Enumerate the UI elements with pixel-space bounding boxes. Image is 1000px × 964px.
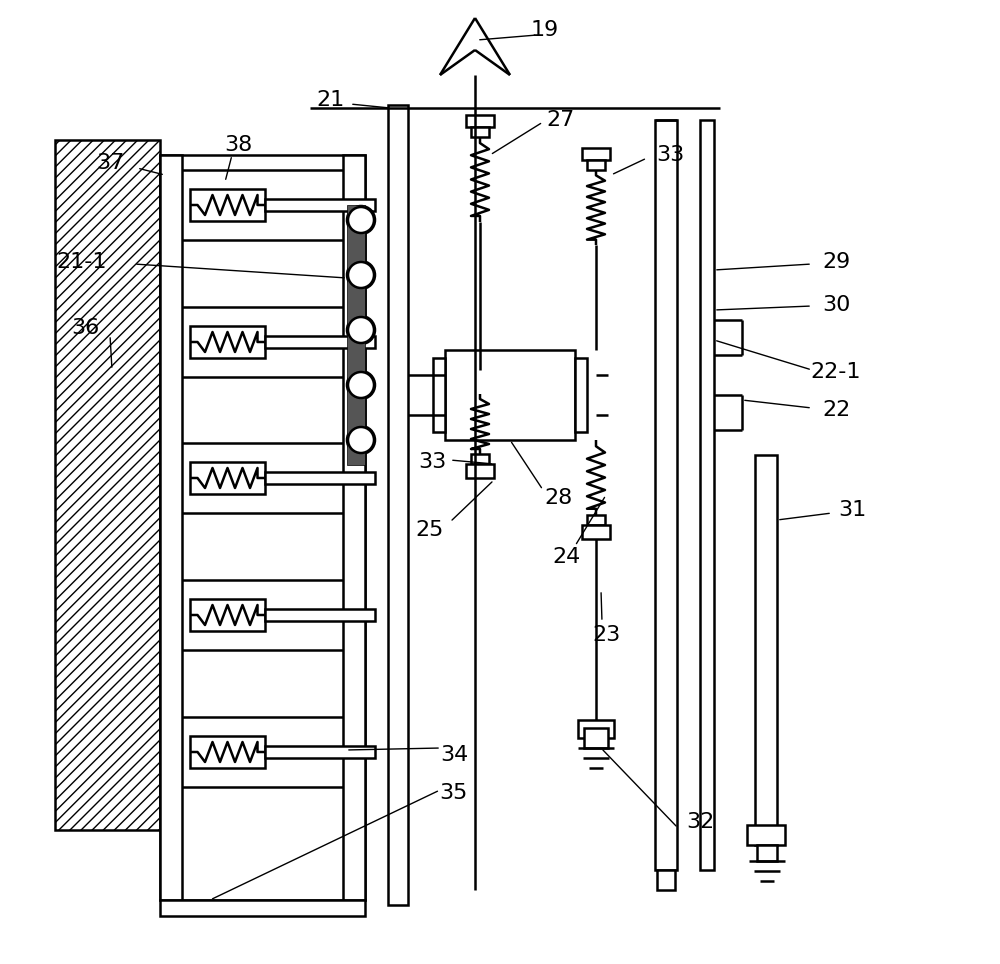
Bar	[757, 845, 777, 861]
Bar	[575, 358, 587, 432]
Text: 38: 38	[224, 135, 252, 155]
Text: 33: 33	[656, 145, 684, 165]
Bar	[587, 515, 605, 525]
Circle shape	[348, 207, 374, 233]
Circle shape	[347, 261, 375, 289]
Bar	[190, 462, 265, 494]
Bar	[190, 599, 265, 631]
Bar	[160, 155, 182, 900]
Text: 34: 34	[440, 745, 468, 765]
Bar	[265, 609, 375, 621]
Circle shape	[347, 206, 375, 234]
Bar	[466, 464, 494, 478]
Text: 36: 36	[71, 318, 99, 338]
Circle shape	[348, 262, 374, 288]
Text: 28: 28	[544, 488, 572, 508]
Circle shape	[348, 372, 374, 398]
Bar	[265, 199, 375, 211]
Text: 22-1: 22-1	[811, 362, 861, 382]
Circle shape	[348, 317, 374, 343]
Bar	[466, 380, 494, 394]
Text: 24: 24	[553, 547, 581, 567]
Bar	[343, 155, 365, 900]
Text: 35: 35	[439, 783, 467, 803]
Bar	[388, 105, 408, 905]
Bar	[160, 155, 365, 900]
Bar	[433, 358, 445, 432]
Text: 21: 21	[316, 90, 344, 110]
Bar	[55, 140, 160, 830]
Bar	[347, 205, 365, 465]
Text: 19: 19	[531, 20, 559, 40]
Circle shape	[347, 371, 375, 399]
Bar	[466, 115, 494, 127]
Bar	[582, 525, 610, 539]
Bar	[471, 454, 489, 464]
Bar	[747, 825, 785, 845]
Bar	[190, 189, 265, 221]
Text: 29: 29	[822, 252, 850, 272]
Circle shape	[348, 427, 374, 453]
Text: 37: 37	[96, 153, 124, 173]
Circle shape	[347, 316, 375, 344]
Text: 21-1: 21-1	[57, 252, 107, 272]
Bar	[471, 127, 489, 137]
Bar	[190, 326, 265, 358]
Text: 31: 31	[838, 500, 866, 520]
Circle shape	[347, 426, 375, 454]
Bar	[582, 148, 610, 160]
Bar	[657, 870, 675, 890]
Bar	[445, 350, 575, 440]
Bar	[755, 455, 777, 845]
Bar	[584, 728, 608, 748]
Text: 32: 32	[686, 812, 714, 832]
Bar	[471, 370, 489, 380]
Bar	[700, 120, 714, 870]
Bar	[655, 120, 677, 870]
Text: 27: 27	[546, 110, 574, 130]
Bar	[190, 736, 265, 768]
Text: 23: 23	[593, 625, 621, 645]
Text: 25: 25	[416, 520, 444, 540]
Bar	[578, 720, 614, 738]
Bar	[160, 900, 365, 916]
Bar	[265, 336, 375, 348]
Text: 30: 30	[822, 295, 850, 315]
Text: 22: 22	[822, 400, 850, 420]
Bar	[265, 746, 375, 758]
Bar	[265, 472, 375, 484]
Text: 33: 33	[418, 452, 446, 472]
Bar	[587, 160, 605, 170]
